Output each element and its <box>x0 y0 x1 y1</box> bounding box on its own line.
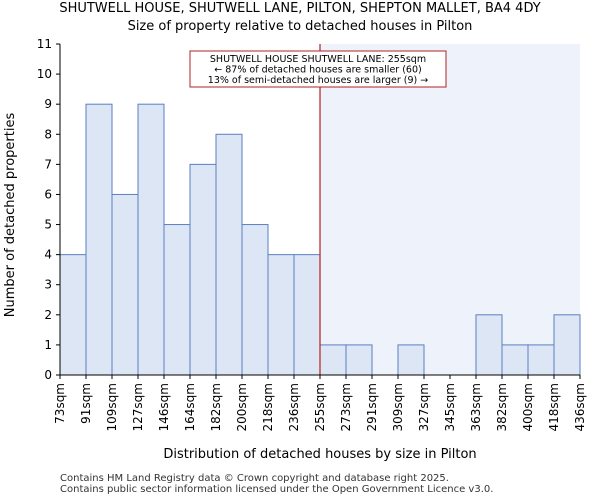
y-tick-label: 9 <box>44 97 52 111</box>
footer-line-2: Contains public sector information licen… <box>60 484 494 495</box>
y-tick-label: 3 <box>44 278 52 292</box>
chart-title: SHUTWELL HOUSE, SHUTWELL LANE, PILTON, S… <box>59 1 541 16</box>
bar-309sqm <box>397 344 425 376</box>
y-tick-label: 4 <box>44 248 52 262</box>
bar-400sqm <box>527 344 555 376</box>
x-tick-label: 146sqm <box>157 383 171 431</box>
x-tick-label: 200sqm <box>235 383 249 431</box>
footer-line-1: Contains HM Land Registry data © Crown c… <box>60 473 449 484</box>
y-tick-label: 1 <box>44 338 52 352</box>
x-tick-label: 382sqm <box>495 383 509 431</box>
histogram-chart: 0 1 2 3 4 5 6 7 8 9 10 11 73sqm 91sqm 109sqm 127sqm 146s… <box>3 37 587 462</box>
bar-127sqm <box>137 103 165 376</box>
x-tick-label: 273sqm <box>339 383 353 431</box>
bar-363sqm <box>475 314 503 376</box>
x-tick-label: 109sqm <box>105 383 119 431</box>
y-tick-label: 2 <box>44 308 52 322</box>
annotation-box <box>189 50 447 88</box>
y-tick-label: 6 <box>44 187 52 201</box>
bar-218sqm <box>267 254 295 376</box>
x-tick-label: 363sqm <box>469 383 483 431</box>
x-tick-label: 218sqm <box>261 383 275 431</box>
x-tick-label: 255sqm <box>313 383 327 431</box>
chart-subtitle: Size of property relative to detached ho… <box>127 19 473 34</box>
x-tick-label: 291sqm <box>365 383 379 431</box>
bar-200sqm <box>241 224 269 376</box>
bar-73sqm <box>59 254 87 376</box>
bar-418sqm <box>553 314 581 376</box>
x-tick-label: 164sqm <box>183 383 197 431</box>
annotation-larger: 13% of semi-detached houses are larger (… <box>208 75 428 86</box>
x-tick-label: 436sqm <box>573 383 587 431</box>
y-tick-label: 10 <box>37 67 52 81</box>
bar-91sqm <box>85 103 113 376</box>
bar-109sqm <box>111 193 139 376</box>
bar-164sqm <box>189 163 217 376</box>
x-tick-label: 91sqm <box>79 383 93 424</box>
x-tick-label: 182sqm <box>209 383 223 431</box>
x-tick-label: 309sqm <box>391 383 405 431</box>
bar-236sqm <box>293 254 321 376</box>
x-tick-label: 236sqm <box>287 383 301 431</box>
bar-146sqm <box>163 224 191 376</box>
x-tick-label: 327sqm <box>417 383 431 431</box>
y-tick-label: 8 <box>44 127 52 141</box>
y-tick-label: 11 <box>37 37 52 51</box>
bar-382sqm <box>501 344 529 376</box>
y-tick-label: 0 <box>44 368 52 382</box>
highlight-region <box>320 44 580 375</box>
x-tick-label: 127sqm <box>131 383 145 431</box>
y-axis-label: Number of detached properties <box>3 113 18 318</box>
x-tick-label: 400sqm <box>521 383 535 431</box>
bar-182sqm <box>215 133 243 376</box>
y-tick-label: 5 <box>44 218 52 232</box>
x-tick-label: 73sqm <box>53 383 67 424</box>
annotation-title: SHUTWELL HOUSE SHUTWELL LANE: 255sqm <box>210 54 426 65</box>
annotation-smaller: ← 87% of detached houses are smaller (60… <box>214 65 421 76</box>
bar-255sqm <box>319 344 347 376</box>
x-tick-label: 418sqm <box>547 383 561 431</box>
y-tick-label: 7 <box>44 157 52 171</box>
bar-273sqm <box>345 344 373 376</box>
x-tick-label: 345sqm <box>443 383 457 431</box>
x-axis-label: Distribution of detached houses by size … <box>163 447 476 462</box>
